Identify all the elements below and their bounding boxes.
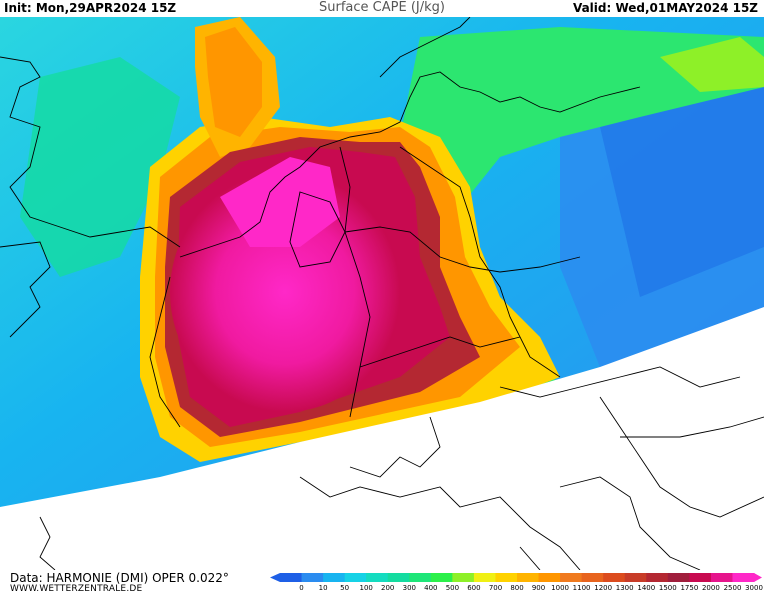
iberia-coast [39,516,56,570]
legend-swatch [387,573,410,582]
legend-swatch [689,573,712,582]
switzerland-border [349,416,441,478]
ireland-coastline [0,241,51,338]
legend-tick-label: 1100 [572,584,591,592]
legend-arrow-right [754,573,762,582]
legend-tick-label: 2500 [723,584,742,592]
legend-tick-label: 1000 [551,584,570,592]
legend-swatch [603,573,626,582]
legend-tick-label: 0 [299,584,304,592]
cape-map [0,17,764,570]
legend-swatch [301,573,324,582]
french-west-coast [149,276,181,428]
no-data-region [0,307,764,570]
legend-swatch [344,573,367,582]
legend-tick-label: 1750 [680,584,699,592]
cape-region-magenta-core [170,172,400,412]
legend-swatch [710,573,733,582]
hungary-border [620,416,764,438]
legend-tick-label: 2000 [701,584,720,592]
uk-coastline [0,56,181,248]
footer-bar: Data: HARMONIE (DMI) OPER 0.022° WWW.WET… [0,570,764,596]
legend-swatch [581,573,604,582]
legend-swatch [538,573,561,582]
map-title: Surface CAPE (J/kg) [319,0,445,15]
cape-region-east-lowest [600,77,764,297]
legend-tick-label: 400 [424,584,438,592]
legend-swatch [452,573,475,582]
legend-swatch [430,573,453,582]
cape-region-west-green [20,57,180,277]
legend-swatch [646,573,669,582]
legend-swatch [732,573,755,582]
website-label: WWW.WETTERZENTRALE.DE [10,584,143,594]
legend-swatch [366,573,389,582]
legend-swatch [280,573,303,582]
legend-tick-label: 900 [531,584,546,592]
legend-tick-label: 10 [318,584,328,592]
legend-colorbar [270,573,762,582]
legend-tick-label: 1400 [637,584,656,592]
map-borders [0,17,764,570]
cape-plume-north-core [205,27,262,137]
legend-swatch [495,573,518,582]
legend-tick-label: 500 [445,584,460,592]
germany-south-border [359,336,521,368]
north-sea-coastline [179,71,641,258]
legend-swatch [624,573,647,582]
legend-tick-label: 800 [510,584,524,592]
legend-tick-label: 3000 [745,584,763,592]
adriatic-coast [559,476,701,570]
germany-north-border [344,226,581,273]
legend-tick-label: 1500 [658,584,677,592]
italy-north-border [299,476,581,570]
legend-swatch [323,573,346,582]
legend-arrow-left [270,573,280,582]
corsica-coast [519,546,541,570]
legend-tick-label: 600 [467,584,481,592]
legend-tick-label: 1300 [615,584,634,592]
legend-swatch [473,573,496,582]
austria-border [499,366,741,398]
germany-east-border [399,146,561,378]
cape-region-baltic-yellowgreen [660,37,764,92]
legend-tick-label: 300 [402,584,416,592]
legend-tick-label: 1200 [594,584,613,592]
belgium-border [289,191,346,268]
legend-swatch [409,573,432,582]
balkan-border [599,396,764,518]
legend-swatch [517,573,540,582]
data-source-label: Data: HARMONIE (DMI) OPER 0.022° [10,571,229,585]
legend-tick-label: 50 [340,584,350,592]
legend-swatch [560,573,583,582]
denmark-coastline [379,17,471,78]
legend-swatch [667,573,690,582]
header-bar: Init: Mon,29APR2024 15Z Surface CAPE (J/… [0,0,764,17]
legend-tick-label: 700 [488,584,503,592]
legend-tick-label: 100 [359,584,373,592]
valid-time-label: Valid: Wed,01MAY2024 15Z [572,1,758,15]
init-time-label: Init: Mon,29APR2024 15Z [4,1,177,15]
color-legend: 0 10 50 100 200 300 400 500 600 700 800 900 1000 1100… [268,571,764,596]
legend-tick-label: 200 [381,584,395,592]
map-canvas [0,17,764,570]
cape-region-magenta-north [220,157,340,247]
